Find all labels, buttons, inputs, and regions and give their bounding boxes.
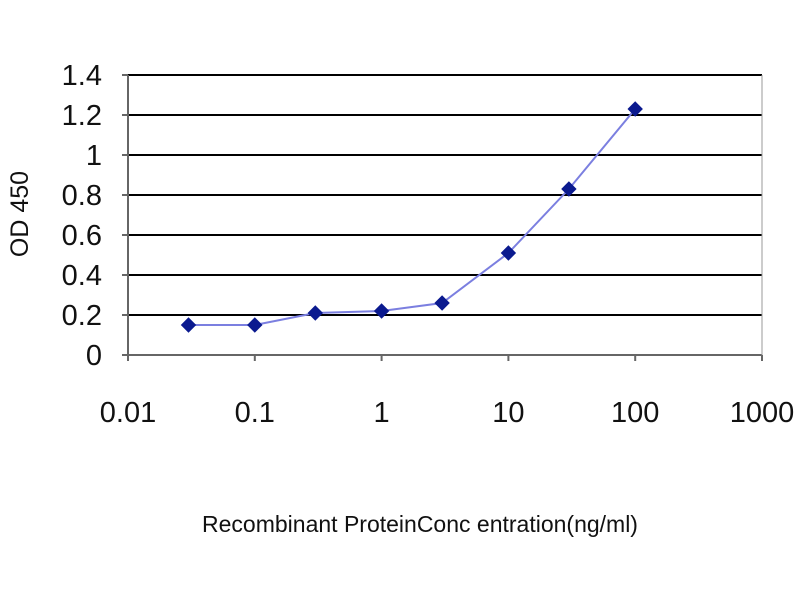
x-tick-label-2: 1	[374, 397, 390, 429]
y-axis-title: OD 450	[6, 171, 34, 257]
y-tick-label-0: 0	[86, 340, 102, 372]
data-point-4	[434, 295, 450, 311]
x-axis-title: Recombinant ProteinConc entration(ng/ml)	[202, 511, 638, 537]
data-point-0	[180, 317, 197, 333]
data-point-6	[561, 181, 577, 197]
axes	[122, 74, 763, 361]
x-tick-label-5: 1000	[730, 397, 795, 429]
x-tick-label-0: 0.01	[100, 397, 156, 429]
tick-labels: 0 0.2 0.4 0.6 0.8 1 1.2 1.4 0.01 0.1 1 10 100 1000	[62, 60, 795, 429]
x-tick-label-1: 0.1	[235, 397, 275, 429]
data-point-7	[627, 101, 643, 117]
x-tick-label-3: 10	[492, 397, 524, 429]
data-point-5	[500, 245, 517, 261]
y-tick-label-5: 1	[86, 140, 102, 172]
series-line-0	[188, 108, 636, 326]
data-point-3	[373, 303, 390, 319]
y-tick-label-7: 1.4	[62, 60, 102, 92]
y-tick-label-6: 1.2	[62, 100, 102, 132]
y-tick-label-3: 0.6	[62, 220, 102, 252]
data-series	[180, 101, 643, 333]
x-tick-label-4: 100	[611, 397, 659, 429]
data-point-1	[247, 317, 263, 333]
grid-lines	[128, 74, 762, 316]
y-tick-label-2: 0.4	[62, 260, 102, 292]
y-tick-label-4: 0.8	[62, 180, 102, 212]
y-tick-label-1: 0.2	[62, 300, 102, 332]
data-point-2	[307, 305, 324, 321]
